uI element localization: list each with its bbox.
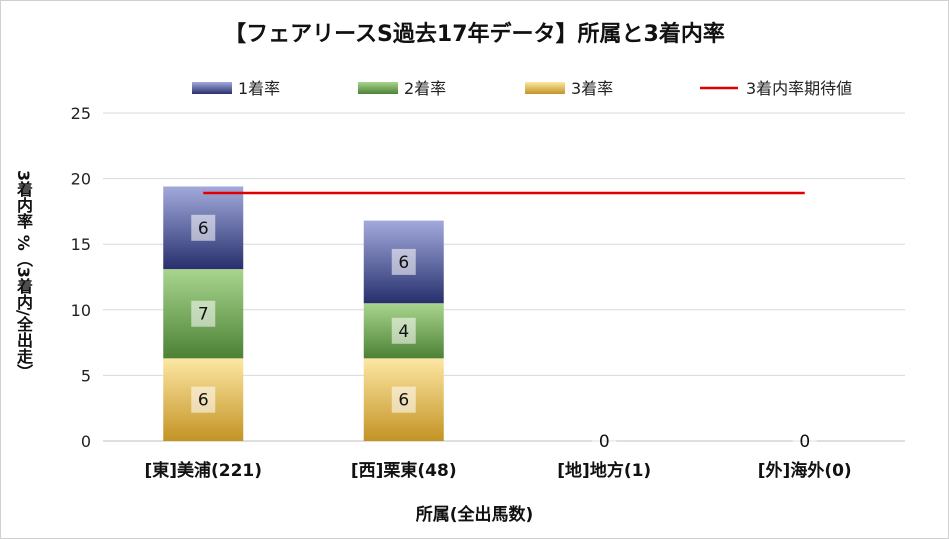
data-label: 7: [198, 305, 209, 325]
data-label-bg: [792, 428, 817, 454]
data-label-bg: [391, 317, 416, 344]
y-tick-label: 10: [71, 301, 91, 320]
data-label: 4: [398, 322, 409, 342]
data-label-bg: [592, 428, 617, 454]
legend-label: 2着率: [404, 79, 446, 98]
x-category-label: [西]栗東(48): [351, 460, 457, 481]
data-label: 0: [599, 432, 610, 452]
data-label-bg: [391, 386, 416, 413]
y-tick-label: 5: [81, 366, 91, 385]
x-axis-label: 所属(全出馬数): [415, 505, 534, 525]
data-label-bg: [391, 248, 416, 275]
legend-swatch: [192, 82, 232, 94]
legend-swatch: [525, 82, 565, 94]
y-axis-label: 3着内率 %（3着内/全出走）: [14, 170, 33, 380]
data-label-bg: [191, 386, 216, 413]
chart-title: 【フェアリースS過去17年データ】所属と3着内率: [224, 22, 725, 47]
data-label-bg: [191, 300, 216, 327]
legend-label: 3着率: [571, 79, 613, 98]
x-category-label: [東]美浦(221): [144, 460, 262, 481]
y-tick-label: 20: [71, 170, 91, 189]
x-category-label: [外]海外(0): [758, 460, 852, 481]
data-label: 0: [799, 432, 810, 452]
data-label: 6: [398, 253, 409, 273]
y-tick-label: 25: [71, 104, 91, 123]
x-category-label: [地]地方(1): [557, 460, 651, 481]
legend-swatch: [358, 82, 398, 94]
data-label: 6: [398, 391, 409, 411]
legend-label: 3着内率期待値: [746, 79, 852, 98]
y-tick-label: 0: [81, 432, 91, 451]
data-label: 6: [198, 219, 209, 239]
data-label: 6: [198, 391, 209, 411]
legend-label: 1着率: [238, 79, 280, 98]
y-tick-label: 15: [71, 235, 91, 254]
data-label-bg: [191, 214, 216, 241]
